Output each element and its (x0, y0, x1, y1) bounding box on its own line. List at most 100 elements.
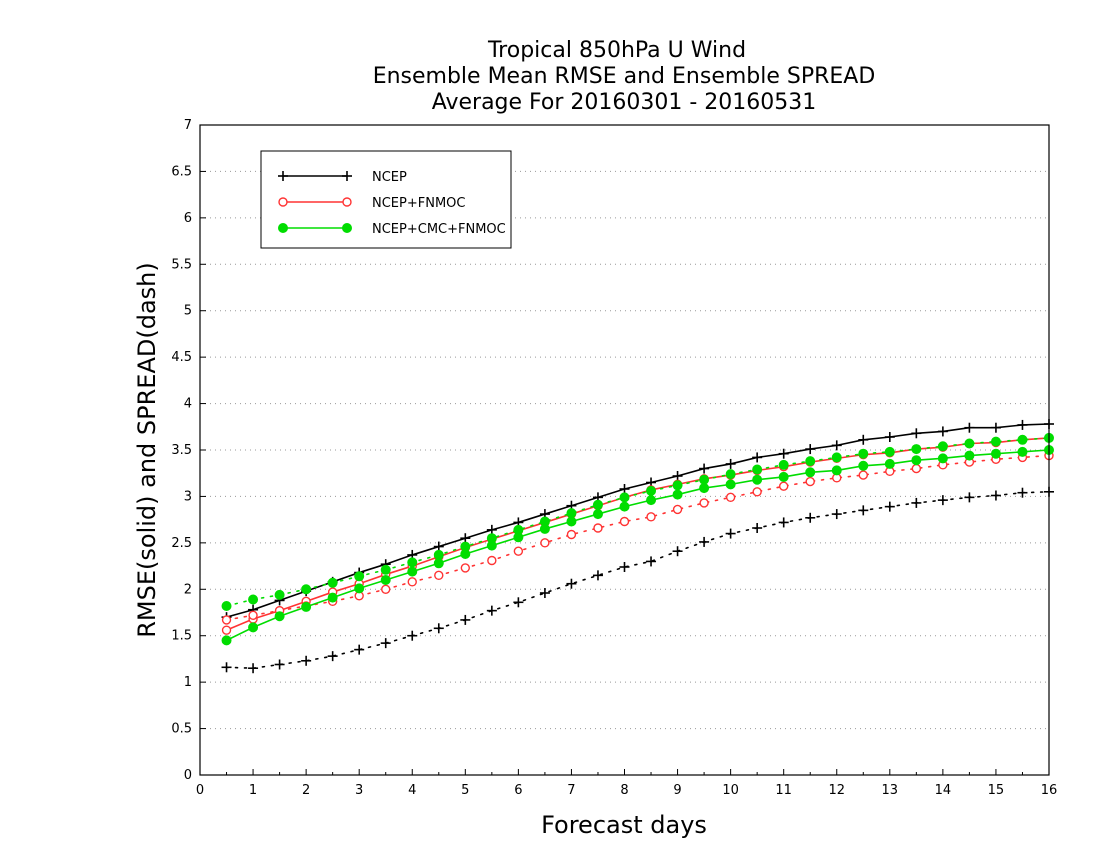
series-0-spread-line (225, 490, 1050, 670)
legend-box (260, 150, 512, 249)
series-2-rmse-point-4 (327, 592, 338, 603)
series-0-spread-point-7 (407, 630, 418, 641)
series-1-spread-point-0 (221, 615, 232, 625)
series-0-spread-point-26 (911, 497, 922, 508)
series-2-spread-point-17 (672, 480, 683, 491)
y-tick-label-7: 3.5 (171, 443, 192, 458)
series-2-spread-point-7 (407, 557, 418, 568)
series-0-rmse-point-25 (884, 432, 895, 442)
x-tick-label-10: 10 (722, 783, 739, 798)
y-tick-label-11: 5.5 (171, 257, 192, 272)
y-tick-label-8: 4 (184, 397, 192, 412)
series-0-spread-point-18 (699, 536, 710, 547)
series-2-rmse-point-20 (752, 474, 763, 485)
series-1-spread-point-22 (805, 476, 815, 487)
series-1-spread-point-16 (646, 512, 656, 522)
series-0-rmse-point-10 (486, 524, 497, 535)
series-2-spread-point-15 (619, 492, 630, 503)
series-0-spread-point-12 (539, 588, 550, 598)
y-tick-label-5: 2.5 (171, 536, 192, 551)
legend-item-2: NCEP+CMC+FNMOC (278, 222, 506, 237)
y-tick-label-4: 2 (184, 582, 192, 597)
chart-title: Tropical 850hPa U Wind Ensemble Mean RMS… (373, 38, 876, 115)
y-tick-label-6: 3 (184, 489, 192, 504)
series-2-spread-point-5 (354, 571, 365, 582)
y-tick-label-0: 0 (184, 768, 192, 783)
series-1-rmse-line (226, 437, 1050, 631)
x-tick-label-6: 6 (514, 783, 522, 798)
series-0-rmse-point-24 (858, 434, 869, 445)
series-1-spread-point-8 (434, 570, 444, 581)
x-tick-label-7: 7 (567, 783, 575, 798)
series-2-rmse-point-8 (433, 558, 444, 569)
series-2-rmse-point-30 (1017, 446, 1028, 457)
series-2-spread-point-4 (327, 577, 338, 588)
series-1-spread-point-15 (619, 516, 630, 527)
series-2-spread-point-25 (884, 446, 895, 457)
series-1-spread-line (225, 454, 1050, 621)
series-2-spread-point-26 (911, 444, 922, 455)
series-2-spread-point-21 (778, 459, 789, 470)
series-1-spread-point-7 (407, 577, 417, 587)
legend-item-1: NCEP+FNMOC (278, 196, 465, 211)
x-tick-label-3: 3 (355, 783, 363, 798)
series-2 (221, 432, 1054, 646)
series-0-spread-point-23 (831, 509, 842, 520)
series-2-rmse-point-27 (937, 453, 948, 464)
series-0-spread-point-1 (248, 663, 259, 674)
series-0-rmse-point-23 (831, 440, 842, 451)
series-0-rmse-point-21 (778, 448, 789, 459)
series-0-spread-point-2 (274, 659, 285, 670)
grid (200, 170, 1049, 730)
series-0-rmse-point-29 (990, 422, 1001, 433)
series-0-rmse-line (226, 423, 1050, 618)
series-2-spread-point-2 (274, 589, 285, 600)
x-tick-label-11: 11 (775, 783, 792, 798)
legend-label-2: NCEP+CMC+FNMOC (372, 222, 506, 237)
x-tick-label-1: 1 (249, 783, 257, 798)
legend-marker-start-1 (278, 197, 288, 207)
series-2-rmse-point-1 (248, 622, 259, 633)
x-tick-label-16: 16 (1041, 783, 1058, 798)
y-axis-label: RMSE(solid) and SPREAD(dash) (133, 262, 161, 638)
x-tick-label-14: 14 (935, 783, 952, 798)
series-2-rmse-point-25 (884, 458, 895, 469)
series-2-rmse-point-7 (407, 566, 418, 577)
series-1-rmse-point-0 (221, 625, 232, 635)
legend-marker-end-1 (342, 197, 352, 207)
series-0-spread-point-6 (380, 638, 391, 649)
series-2-spread-point-19 (725, 469, 736, 480)
series-0-rmse-point-30 (1017, 419, 1028, 430)
series-1-spread-point-13 (566, 529, 577, 540)
legend-marker-start-2 (278, 223, 288, 233)
series-1-spread-point-24 (858, 470, 868, 480)
series-1-spread-point-18 (699, 498, 709, 508)
series-2-spread-point-11 (513, 524, 524, 535)
x-tick-label-8: 8 (620, 783, 628, 798)
series-1-spread-point-9 (460, 563, 471, 573)
series-2-spread-point-16 (646, 485, 657, 496)
series-2-spread-point-6 (380, 564, 391, 575)
series-2-spread-point-28 (964, 438, 975, 449)
series-2-rmse-point-14 (592, 509, 603, 520)
series-0-spread-point-19 (725, 528, 736, 539)
legend-marker-start-0 (278, 171, 288, 181)
series-2-rmse-point-23 (831, 465, 842, 476)
y-tick-label-3: 1.5 (171, 629, 192, 644)
series-1-spread-point-14 (593, 523, 603, 533)
x-axis-label: Forecast days (541, 811, 707, 839)
x-tick-label-2: 2 (302, 783, 310, 798)
series-0-rmse-point-22 (805, 444, 816, 455)
series-0-spread-point-3 (301, 655, 312, 666)
series-0 (221, 419, 1054, 674)
x-tick-label-13: 13 (882, 783, 899, 798)
series-2-rmse-point-17 (672, 489, 683, 500)
series-2-spread-point-30 (1017, 434, 1028, 445)
series-2-spread-point-10 (486, 533, 497, 544)
series-2-spread-point-0 (221, 601, 232, 611)
series-2-spread-point-14 (592, 499, 603, 510)
series-2-rmse-point-0 (221, 635, 232, 646)
series-0-rmse-point-8 (433, 541, 444, 552)
series-2-spread-point-20 (752, 464, 763, 475)
series-1-spread-point-12 (540, 538, 550, 548)
